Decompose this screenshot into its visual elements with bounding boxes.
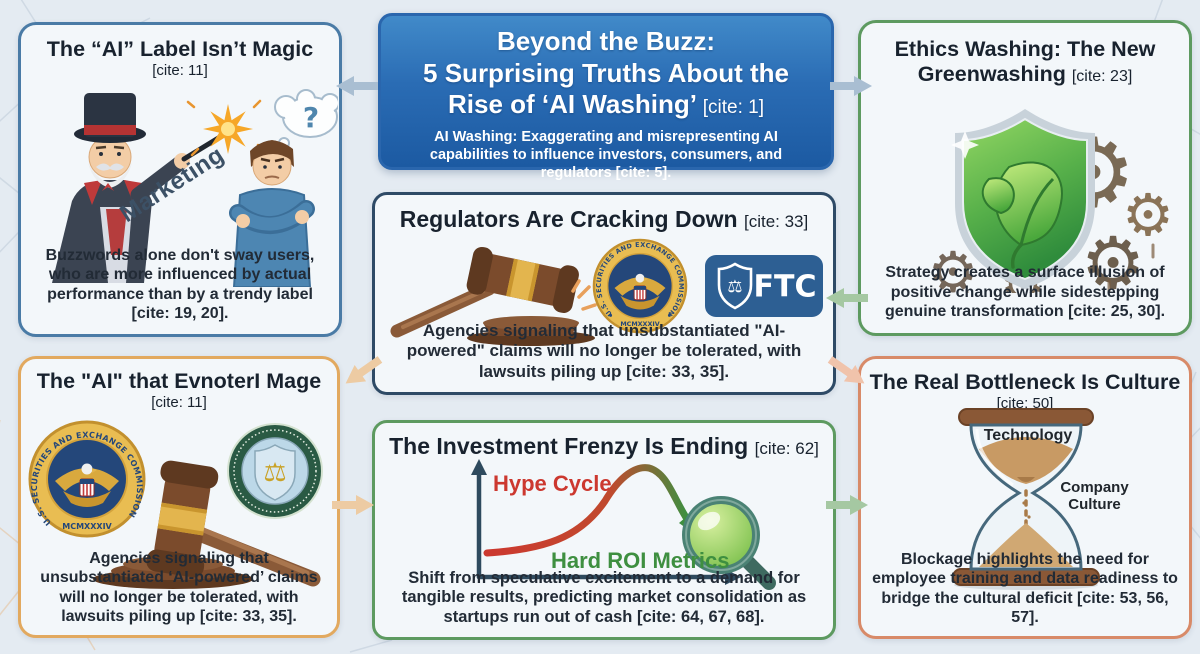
hype-curve <box>483 464 691 557</box>
connector-arrow-right-icon <box>830 74 874 98</box>
panel-mage-title: The "AI" that EvnoterI Mage <box>36 369 322 393</box>
hype-cycle-label: Hype Cycle <box>493 471 612 496</box>
panel-magic-cite: [cite: 11] <box>152 61 208 79</box>
impact-marks-icon <box>571 279 597 311</box>
magician-illustration: ? <box>52 89 338 287</box>
hard-roi-label: Hard ROI Metrics <box>551 548 730 573</box>
panel-ai-label-isnt-magic: The “AI” Label Isn’t Magic [cite: 11] <box>18 22 342 337</box>
technology-label: Technology <box>983 427 1073 444</box>
chart-axes <box>476 468 732 580</box>
svg-text:⚖: ⚖ <box>727 277 742 297</box>
header-title-line2: 5 Surprising Truths About the <box>423 57 789 88</box>
panel-regulators-title: Regulators Are Cracking Down [cite: 33] <box>399 206 809 232</box>
connector-arrow-diagonal-left-icon <box>337 350 387 395</box>
panel-bottleneck-culture: The Real Bottleneck Is Culture [cite: 50… <box>858 356 1192 639</box>
panel-regulators-cite: [cite: 33] <box>743 212 809 231</box>
magician-figure <box>52 93 223 283</box>
skeptical-man-figure: ? <box>229 89 338 287</box>
panel-magic-body: Buzzwords alone don't sway users, who ar… <box>45 247 315 322</box>
magic-wand-icon <box>181 134 223 162</box>
hype-cycle-chart <box>471 459 776 590</box>
gavel-seals-illustration: U.S. SECURITIES AND EXCHANGE COMMISSION … <box>28 420 323 589</box>
svg-text:MCMXXXIV: MCMXXXIV <box>620 320 659 328</box>
panel-frenzy-body: Shift from speculative excitement to a d… <box>401 568 807 627</box>
sec-seal-icon: U.S. SECURITIES AND EXCHANGE COMMISSION … <box>28 420 146 538</box>
panel-ethics-title: Ethics Washing: The New Greenwashing [ci… <box>894 37 1156 86</box>
panel-frenzy-title: The Investment Frenzy Is Ending [cite: 6… <box>389 433 819 459</box>
ftc-shield-icon <box>717 262 753 310</box>
sec-seal-icon: U.S. SECURITIES AND EXCHANGE COMMISSION … <box>592 238 688 334</box>
company-culture-label: Company Culture <box>1060 479 1129 514</box>
header-banner: Beyond the Buzz: 5 Surprising Truths Abo… <box>378 13 834 181</box>
shine-sparkle-icon <box>951 131 979 159</box>
sparkle-burst-icon <box>186 99 267 157</box>
panel-frenzy-cite: [cite: 62] <box>754 439 819 458</box>
green-seal-icon: ⚖ <box>227 423 323 519</box>
panel-mage-body: Agencies signaling that unsubstantiated … <box>40 550 318 625</box>
connector-arrow-green-right-icon <box>826 493 870 517</box>
header-title-line1: Beyond the Buzz: <box>496 26 716 56</box>
top-sand <box>979 437 1073 484</box>
green-shield-leaf-icon <box>951 109 1095 289</box>
panel-regulators-body: Agencies signaling that unsubstantiated … <box>406 320 802 381</box>
panel-ai-evnoterl-mage: The "AI" that EvnoterI Mage [cite: 11] U… <box>18 356 340 638</box>
panel-investment-frenzy: The Investment Frenzy Is Ending [cite: 6… <box>372 420 836 640</box>
header-title-line3: Rise of ‘AI Washing’ [cite: 1] <box>448 89 764 120</box>
svg-text:⚙: ⚙ <box>1081 221 1146 293</box>
gavel-icon <box>93 460 321 589</box>
header-definition: AI Washing: Exaggerating and misrepresen… <box>429 129 783 182</box>
panel-magic-title: The “AI” Label Isn’t Magic <box>46 37 314 61</box>
panel-regulators-cracking-down: Regulators Are Cracking Down [cite: 33] … <box>372 192 836 395</box>
magnifier-icon <box>682 496 776 590</box>
panel-culture-title: The Real Bottleneck Is Culture <box>869 370 1181 394</box>
svg-text:⚙: ⚙ <box>1122 181 1174 249</box>
panel-culture-body: Blockage highlights the need for employe… <box>872 551 1178 626</box>
svg-text:⚖: ⚖ <box>263 458 286 488</box>
connector-arrow-green-left-icon <box>824 286 868 310</box>
connector-arrow-diagonal-right-icon <box>823 350 873 395</box>
header-cite: [cite: 1] <box>702 97 764 119</box>
hourglass-icon <box>952 408 1100 590</box>
panel-culture-cite: [cite: 50] <box>996 394 1054 412</box>
svg-text:FTC: FTC <box>754 270 817 305</box>
svg-text:MCMXXXIV: MCMXXXIV <box>62 522 112 531</box>
eagle-icon <box>614 273 666 310</box>
gavel-icon <box>390 246 597 346</box>
connector-arrow-left-icon <box>334 74 378 98</box>
connector-arrow-peach-right-icon <box>332 493 376 517</box>
ftc-logo-icon: ⚖ FTC <box>705 255 823 317</box>
panel-ethics-cite: [cite: 23] <box>1071 67 1133 85</box>
panel-mage-cite: [cite: 11] <box>151 393 207 411</box>
question-mark-icon: ? <box>303 101 319 134</box>
bottom-sand-pile <box>979 523 1073 567</box>
panel-ethics-body: Strategy creates a surface illusion of p… <box>884 264 1166 320</box>
shield-gears-illustration: ⚙ ⚙ ⚙ ⚙ ⚙ <box>928 109 1174 293</box>
panel-ethics-washing: Ethics Washing: The New Greenwashing [ci… <box>858 20 1192 336</box>
